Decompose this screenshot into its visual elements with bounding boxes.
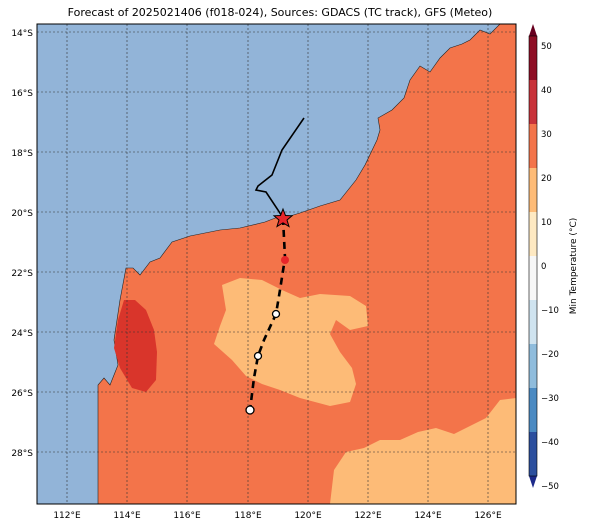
colorbar-tick: 50 bbox=[541, 42, 552, 52]
map-title: Forecast of 2025021406 (f018-024), Sourc… bbox=[67, 6, 493, 19]
latitude-labels: 14°S 16°S 18°S 20°S 22°S 24°S 26°S 28°S bbox=[11, 29, 33, 459]
mild-region-south bbox=[330, 398, 516, 504]
colorbar-band bbox=[529, 344, 537, 388]
forecast-point-1 bbox=[281, 256, 289, 264]
colorbar-tick: 0 bbox=[541, 262, 546, 272]
lon-tick: 124°E bbox=[414, 511, 442, 521]
past-track bbox=[254, 117, 305, 219]
lon-tick: 116°E bbox=[173, 511, 201, 521]
colorbar-tick: 30 bbox=[541, 130, 552, 140]
lon-tick: 112°E bbox=[53, 511, 81, 521]
lat-tick: 28°S bbox=[11, 449, 33, 459]
lat-tick: 22°S bbox=[11, 269, 33, 279]
lat-tick: 24°S bbox=[11, 329, 33, 339]
colorbar-band bbox=[529, 300, 537, 344]
colorbar-tick: −40 bbox=[541, 438, 559, 448]
colorbar-tick: −10 bbox=[541, 306, 559, 316]
forecast-point-2 bbox=[271, 309, 281, 319]
colorbar-tick: −30 bbox=[541, 394, 559, 404]
lat-tick: 14°S bbox=[11, 29, 33, 39]
colorbar-label: Min Temperature (°C) bbox=[569, 218, 579, 315]
colorbar-tick: 40 bbox=[541, 86, 552, 96]
colorbar-band bbox=[529, 212, 537, 256]
lon-tick: 118°E bbox=[234, 511, 262, 521]
colorbar: 50 40 30 20 10 0 −10 −20 −30 −40 −50 Min… bbox=[528, 24, 579, 492]
colorbar-band bbox=[529, 80, 537, 124]
lon-tick: 120°E bbox=[294, 511, 322, 521]
storm-position-star-icon bbox=[272, 207, 294, 228]
colorbar-tick: 20 bbox=[541, 174, 552, 184]
forecast-point-4 bbox=[245, 405, 255, 415]
colorbar-band bbox=[529, 256, 537, 300]
lon-tick: 122°E bbox=[354, 511, 382, 521]
colorbar-max-arrow-icon bbox=[529, 24, 537, 36]
colorbar-tick: 10 bbox=[541, 218, 552, 228]
colorbar-band bbox=[529, 36, 537, 80]
map-frame bbox=[36, 23, 517, 505]
lat-tick: 26°S bbox=[11, 389, 33, 399]
colorbar-band bbox=[529, 168, 537, 212]
colorbar-band bbox=[529, 388, 537, 432]
lon-tick: 126°E bbox=[474, 511, 502, 521]
lon-tick: 114°E bbox=[113, 511, 141, 521]
colorbar-band bbox=[529, 432, 537, 476]
colorbar-tick: −50 bbox=[541, 482, 559, 492]
colorbar-tick: −20 bbox=[541, 350, 559, 360]
lat-tick: 18°S bbox=[11, 149, 33, 159]
forecast-point-3 bbox=[253, 351, 263, 361]
colorbar-min-arrow-icon bbox=[529, 476, 537, 488]
longitude-labels: 112°E 114°E 116°E 118°E 120°E 122°E 124°… bbox=[53, 511, 502, 521]
land-australia bbox=[97, 24, 516, 504]
colorbar-band bbox=[529, 124, 537, 168]
graticule bbox=[37, 24, 516, 504]
forecast-track bbox=[248, 217, 287, 411]
mild-region bbox=[214, 278, 368, 406]
lat-tick: 16°S bbox=[11, 89, 33, 99]
colorbar-ticks: 50 40 30 20 10 0 −10 −20 −30 −40 −50 bbox=[541, 42, 559, 492]
lat-tick: 20°S bbox=[11, 209, 33, 219]
hot-region bbox=[114, 300, 157, 392]
